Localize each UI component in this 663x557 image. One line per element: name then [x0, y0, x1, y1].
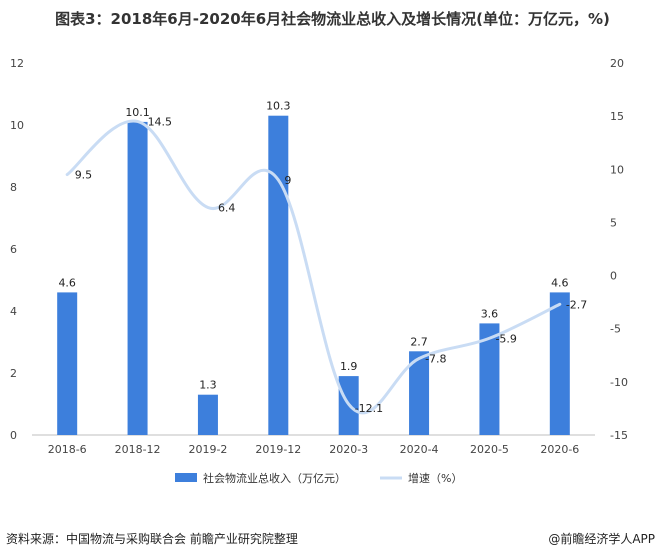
x-tick-label: 2019-2 [188, 443, 227, 456]
bar [479, 323, 500, 435]
y-left-tick-label: 2 [10, 367, 17, 380]
line-value-label: 14.5 [148, 115, 173, 128]
bar-value-label: 1.3 [199, 379, 217, 392]
bar [268, 115, 289, 435]
chart-title: 图表3：2018年6月-2020年6月社会物流业总收入及增长情况(单位：万亿元，… [55, 10, 610, 28]
x-tick-label: 2020-6 [540, 443, 579, 456]
bar-value-label: 1.9 [340, 360, 358, 373]
growth-line [65, 119, 562, 415]
line-value-label: -12.1 [355, 402, 383, 415]
bar-value-label: 10.1 [125, 106, 150, 119]
y-left-tick-label: 8 [10, 181, 17, 194]
y-right-tick-label: 15 [610, 110, 624, 123]
bar [127, 121, 148, 436]
y-left-tick-label: 0 [10, 429, 17, 442]
line-value-label: -2.7 [566, 298, 587, 311]
x-tick-label: 2019-12 [255, 443, 301, 456]
y-left-tick-label: 12 [10, 57, 24, 70]
y-right-tick-label: -10 [610, 376, 628, 389]
legend-line-label: 增速（%） [408, 471, 462, 485]
source-note: 资料来源：中国物流与采购联合会 前瞻产业研究院整理 [6, 532, 298, 546]
x-tick-label: 2018-12 [115, 443, 161, 456]
bar [409, 351, 430, 435]
bar-value-label: 4.6 [551, 276, 569, 289]
y-left-tick-label: 10 [10, 119, 24, 132]
y-right-tick-label: 5 [610, 216, 617, 229]
y-right-tick-label: -5 [610, 323, 621, 336]
line-value-label: 9.5 [75, 169, 93, 182]
bar-value-label: 10.3 [266, 100, 291, 113]
bar [197, 394, 218, 435]
y-left-tick-label: 4 [10, 305, 17, 318]
bar-value-label: 4.6 [58, 276, 76, 289]
legend-bar-swatch [175, 473, 197, 482]
bar [549, 292, 570, 435]
line-value-label: 6.4 [218, 202, 236, 215]
y-right-tick-label: 20 [610, 57, 624, 70]
y-right-tick-label: 10 [610, 163, 624, 176]
bar-value-label: 2.7 [410, 335, 428, 348]
bar-value-label: 3.6 [481, 307, 499, 320]
line-value-label: -7.8 [425, 352, 446, 365]
bar [57, 292, 78, 435]
legend-bar-label: 社会物流业总收入（万亿元） [203, 471, 346, 485]
line-value-label: -5.9 [495, 332, 516, 345]
y-right-tick-label: 0 [610, 270, 617, 283]
brand-credit: @前瞻经济学人APP [548, 532, 655, 546]
x-tick-label: 2020-4 [400, 443, 439, 456]
x-tick-label: 2018-6 [48, 443, 87, 456]
x-tick-label: 2020-5 [470, 443, 509, 456]
line-value-label: 9 [284, 174, 291, 187]
x-tick-label: 2020-3 [329, 443, 368, 456]
y-right-tick-label: -15 [610, 429, 628, 442]
y-left-tick-label: 6 [10, 243, 17, 256]
